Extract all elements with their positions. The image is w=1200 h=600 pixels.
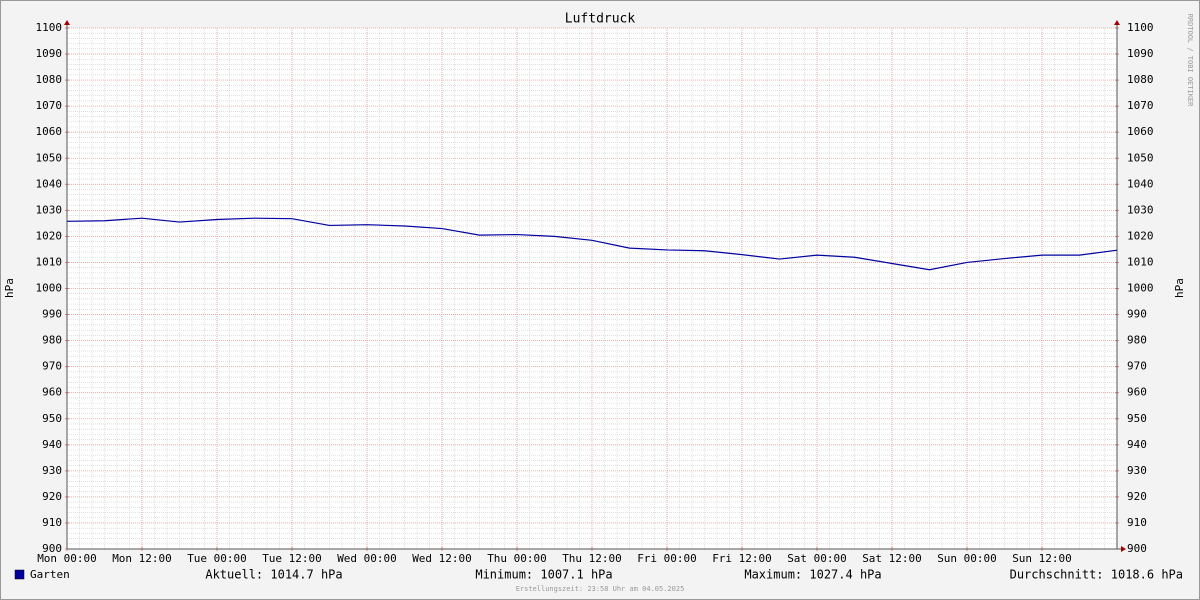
y2-tick-label: 1100 <box>1127 21 1154 34</box>
y-axis-label: hPa <box>3 278 16 298</box>
legend-swatch <box>14 569 25 580</box>
y2-tick-label: 980 <box>1127 334 1147 347</box>
y2-tick-label: 1090 <box>1127 47 1154 60</box>
stat-text: Maximum: 1027.4 hPa <box>744 568 881 582</box>
x-tick-label: Tue 00:00 <box>187 552 247 565</box>
y2-tick-label: 960 <box>1127 386 1147 399</box>
data-line <box>66 217 1118 271</box>
y2-tick-label: 1000 <box>1127 282 1154 295</box>
y2-tick-label: 910 <box>1127 516 1147 529</box>
legend-label: Garten <box>30 568 70 581</box>
y-tick-label: 920 <box>42 490 62 503</box>
y2-tick-label: 1030 <box>1127 203 1154 216</box>
x-tick-label: Tue 12:00 <box>262 552 322 565</box>
y-tick-label: 960 <box>42 386 62 399</box>
x-tick-label: Mon 12:00 <box>112 552 172 565</box>
y2-axis-label: hPa <box>1173 278 1186 298</box>
x-tick-label: Sat 12:00 <box>862 552 922 565</box>
x-tick-label: Wed 12:00 <box>412 552 472 565</box>
x-tick-label: Fri 00:00 <box>637 552 697 565</box>
y-tick-label: 970 <box>42 360 62 373</box>
y2-tick-label: 1080 <box>1127 73 1154 86</box>
y-tick-label: 1090 <box>36 47 63 60</box>
y2-tick-label: 930 <box>1127 464 1147 477</box>
stat-text: Minimum: 1007.1 hPa <box>475 568 612 582</box>
y-tick-label: 940 <box>42 438 62 451</box>
y2-tick-label: 1070 <box>1127 99 1154 112</box>
axis-arrow <box>1121 546 1126 552</box>
y2-tick-label: 1010 <box>1127 255 1154 268</box>
y-tick-label: 1060 <box>36 125 63 138</box>
axis-arrow <box>1114 20 1120 25</box>
y-tick-label: 1070 <box>36 99 63 112</box>
y2-tick-label: 950 <box>1127 412 1147 425</box>
x-tick-label: Wed 00:00 <box>337 552 397 565</box>
y2-tick-label: 1050 <box>1127 151 1154 164</box>
y2-tick-label: 920 <box>1127 490 1147 503</box>
y2-tick-label: 970 <box>1127 360 1147 373</box>
x-tick-label: Sun 00:00 <box>937 552 997 565</box>
chart-title: Luftdruck <box>565 12 636 27</box>
y2-tick-label: 940 <box>1127 438 1147 451</box>
x-tick-label: Sun 12:00 <box>1012 552 1072 565</box>
y-tick-label: 1050 <box>36 151 63 164</box>
y-tick-label: 1010 <box>36 255 63 268</box>
x-tick-label: Sat 00:00 <box>787 552 847 565</box>
y-tick-label: 900 <box>42 542 62 555</box>
x-tick-label: Mon 00:00 <box>37 552 97 565</box>
axis-arrow <box>64 20 70 25</box>
x-tick-label: Thu 00:00 <box>487 552 547 565</box>
watermark: RRDTOOL / TOBI OETIKER <box>1186 14 1194 108</box>
y-tick-label: 910 <box>42 516 62 529</box>
x-tick-label: Thu 12:00 <box>562 552 622 565</box>
y-tick-label: 990 <box>42 308 62 321</box>
y-tick-label: 1030 <box>36 203 63 216</box>
y-tick-label: 980 <box>42 334 62 347</box>
stat-text: Durchschnitt: 1018.6 hPa <box>1010 568 1183 582</box>
stat-text: Aktuell: 1014.7 hPa <box>205 568 342 582</box>
y2-tick-label: 1060 <box>1127 125 1154 138</box>
y-tick-label: 1020 <box>36 229 63 242</box>
y2-tick-label: 900 <box>1127 542 1147 555</box>
y-tick-label: 1100 <box>36 21 63 34</box>
footer: Erstellungszeit: 23:58 Uhr am 04.05.2025 <box>516 585 685 593</box>
y-tick-label: 1040 <box>36 177 63 190</box>
y2-tick-label: 990 <box>1127 308 1147 321</box>
y2-tick-label: 1040 <box>1127 177 1154 190</box>
y2-tick-label: 1020 <box>1127 229 1154 242</box>
x-tick-label: Fri 12:00 <box>712 552 772 565</box>
y-tick-label: 1000 <box>36 282 63 295</box>
y-tick-label: 950 <box>42 412 62 425</box>
y-tick-label: 930 <box>42 464 62 477</box>
y-tick-label: 1080 <box>36 73 63 86</box>
